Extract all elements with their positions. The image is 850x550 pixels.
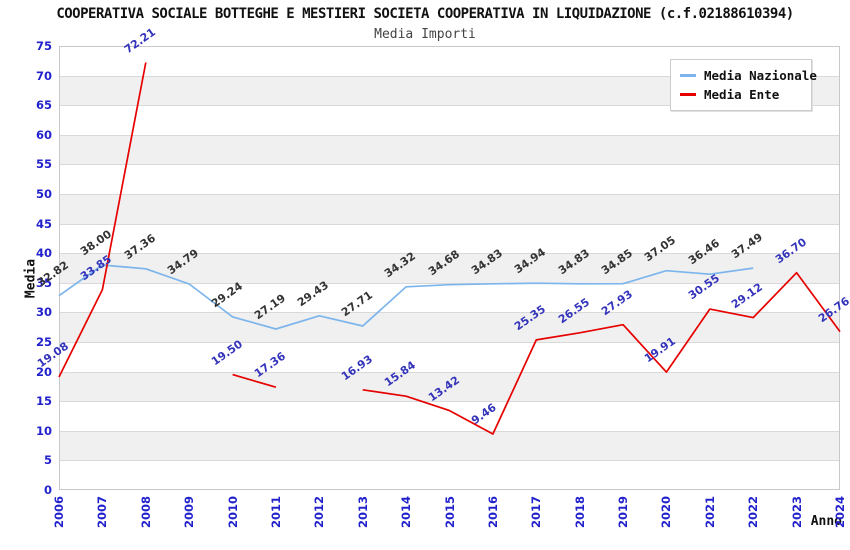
gridline	[60, 460, 839, 462]
y-tick-label: 40	[35, 246, 52, 261]
nazionale-line-swatch-icon	[680, 74, 696, 77]
gridline	[60, 105, 839, 107]
y-tick-label: 50	[35, 187, 52, 201]
gridline	[60, 401, 839, 403]
y-tick-label: 10	[35, 423, 52, 438]
series-line-media-nazionale	[58, 264, 754, 330]
gridline	[60, 282, 839, 284]
gridline	[60, 342, 839, 343]
grid-band	[60, 430, 839, 461]
gridline	[60, 371, 839, 373]
gridline	[60, 253, 839, 255]
gridline	[60, 134, 839, 136]
legend-label: Media Ente	[704, 87, 780, 102]
x-axis-title: Anno	[810, 514, 842, 529]
gridline	[60, 194, 839, 195]
grid-band	[60, 312, 839, 342]
y-tick-label: 15	[35, 394, 52, 409]
grid-band	[60, 253, 839, 283]
y-tick-label: 25	[35, 335, 52, 349]
gridline	[60, 312, 839, 314]
chart-title: COOPERATIVA SOCIALE BOTTEGHE E MESTIERI …	[56, 6, 794, 22]
gridline	[60, 430, 839, 432]
y-tick-label: 65	[35, 98, 52, 113]
grid-band	[60, 134, 839, 165]
legend-item-media-nazionale[interactable]: Media Nazionale	[680, 66, 817, 85]
gridline	[60, 223, 839, 225]
y-tick-label: 60	[35, 127, 52, 142]
y-tick-label: 5	[43, 453, 52, 468]
gridline	[60, 75, 839, 77]
y-tick-label: 20	[35, 364, 52, 379]
legend-item-media-ente[interactable]: Media Ente	[680, 85, 802, 104]
y-tick-label: 0	[43, 483, 52, 497]
y-tick-label: 55	[35, 157, 52, 172]
y-tick-label: 35	[35, 275, 52, 290]
y-tick-label: 30	[35, 305, 52, 320]
y-tick-label: 75	[35, 39, 52, 53]
legend-label: Media Nazionale	[704, 68, 817, 83]
y-tick-label: 70	[35, 68, 52, 83]
gridline	[60, 164, 839, 166]
grid-band	[60, 194, 839, 224]
legend: Media Nazionale Media Ente	[670, 59, 817, 111]
series-line-media-ente	[58, 62, 841, 435]
ente-line-swatch-icon	[680, 93, 696, 96]
chart-subtitle: Media Importi	[374, 27, 476, 42]
grid-band	[60, 371, 839, 402]
y-tick-label: 45	[35, 216, 52, 231]
